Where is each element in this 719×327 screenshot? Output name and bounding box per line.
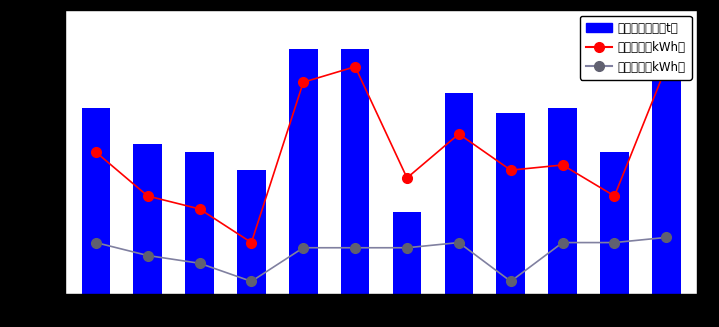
Bar xyxy=(496,113,525,294)
Legend: ごみ焼却量（千t）, 発電量（千kWh）, 売電量（千kWh）: ごみ焼却量（千t）, 発電量（千kWh）, 売電量（千kWh） xyxy=(580,16,692,79)
Bar xyxy=(341,49,370,294)
Bar xyxy=(134,144,162,294)
Bar xyxy=(549,108,577,294)
Bar xyxy=(81,108,110,294)
Bar xyxy=(237,170,266,294)
Bar xyxy=(393,212,421,294)
Bar xyxy=(186,152,214,294)
Bar xyxy=(289,49,318,294)
Bar xyxy=(652,75,681,294)
Bar xyxy=(444,93,473,294)
Bar xyxy=(600,152,628,294)
